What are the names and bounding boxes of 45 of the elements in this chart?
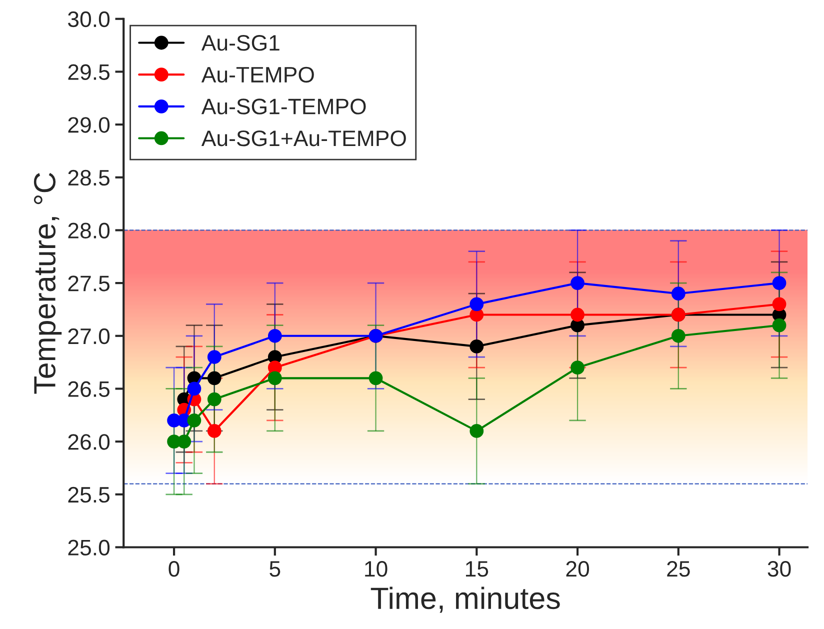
point	[470, 340, 484, 354]
y-tick-label: 26.0	[68, 434, 110, 450]
y-tick-label: 27.0	[68, 328, 110, 344]
legend-label: Au-SG1	[201, 35, 280, 51]
point	[470, 424, 484, 438]
x-tick-label: 0	[168, 561, 180, 577]
x-tick-label: 30	[768, 561, 791, 577]
y-tick-label: 29.0	[68, 117, 110, 133]
point	[772, 276, 786, 290]
x-axis-title: Time, minutes	[370, 586, 560, 613]
y-tick-label: 30.0	[68, 11, 110, 28]
y-tick-label: 27.5	[68, 276, 110, 292]
point	[207, 371, 222, 386]
legend-label: Au-SG1-TEMPO	[201, 98, 366, 114]
x-tick-label: 15	[466, 561, 488, 577]
point	[570, 360, 584, 375]
y-tick-label: 25.5	[68, 486, 110, 503]
x-tick-label: 20	[566, 561, 590, 577]
x-tick-label: 5	[270, 561, 280, 577]
point	[570, 308, 584, 322]
y-tick-label: 26.5	[68, 381, 110, 397]
y-axis-title: Temperature, °C	[34, 172, 62, 394]
point	[187, 382, 202, 396]
legend-label: Au-TEMPO	[201, 66, 314, 83]
point	[268, 328, 282, 343]
y-tick-label: 28.5	[68, 170, 110, 186]
point	[470, 297, 484, 312]
x-tick-label: 10	[365, 561, 388, 577]
y-tick-label: 28.0	[68, 222, 110, 238]
y-tick-label: 29.5	[68, 64, 110, 80]
point	[368, 371, 383, 386]
point	[671, 286, 686, 301]
point	[207, 392, 222, 406]
legend-label: Au-SG1+Au-TEMPO	[201, 130, 406, 146]
point	[177, 434, 192, 449]
point	[772, 297, 786, 312]
y-tick-label: 25.0	[68, 540, 110, 556]
point	[772, 318, 786, 332]
point	[207, 350, 222, 364]
point	[187, 413, 202, 428]
point	[268, 371, 282, 386]
x-tick-label: 25	[667, 561, 690, 577]
point	[671, 328, 686, 343]
point	[570, 276, 584, 290]
point	[207, 424, 222, 438]
